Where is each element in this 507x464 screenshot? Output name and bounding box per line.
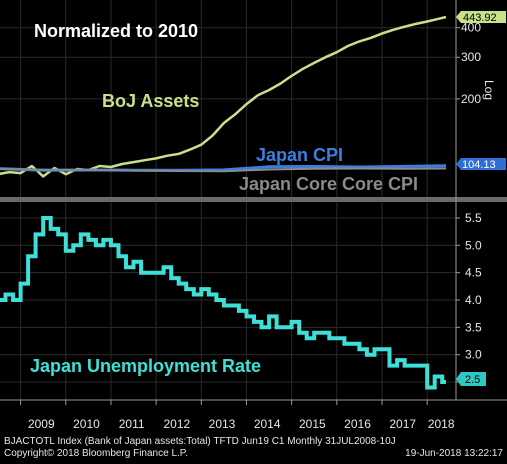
series-label-japan-cpi: Japan CPI (256, 145, 343, 165)
last-value-japan-cpi: 104.13 (462, 159, 496, 171)
last-value-badge-unemployment: 2.5 (456, 372, 486, 386)
last-value-unemployment: 2.5 (465, 374, 480, 386)
ytick-label-bottom-3: 3.0 (465, 348, 482, 362)
xtick-label-2014: 2014 (254, 417, 281, 431)
ytick-label-top-300: 300 (461, 50, 481, 64)
ytick-label-bottom-3.5: 3.5 (465, 320, 482, 334)
footer-line-1: BJACTOTL Index (Bank of Japan assets:Tot… (4, 436, 396, 447)
xtick-label-2009: 2009 (28, 417, 55, 431)
series-line-japan-core-core-cpi (0, 167, 447, 173)
series-label-japan-core-core-cpi: Japan Core Core CPI (239, 174, 418, 194)
ytick-label-bottom-5: 5.0 (465, 238, 482, 252)
ytick-label-bottom-4.5: 4.5 (465, 266, 482, 280)
grid (0, 0, 456, 400)
ytick-label-top-400: 400 (461, 21, 481, 35)
log-scale-label: Log (482, 80, 496, 100)
chart-title: Normalized to 2010 (34, 21, 198, 41)
ytick-label-top-200: 200 (461, 92, 481, 106)
xtick-label-2011: 2011 (119, 417, 145, 431)
series-layer (0, 15, 447, 390)
xtick-label-2015: 2015 (299, 417, 326, 431)
xtick-label-2013: 2013 (209, 417, 236, 431)
footer-timestamp: 19-Jun-2018 13:22:17 (405, 448, 503, 459)
last-value-badge-boj-assets: 443.92 (456, 11, 506, 24)
series-line-japan-unemployment-rate (0, 216, 446, 390)
footer-copyright: Copyright© 2018 Bloomberg Finance L.P. (4, 448, 188, 459)
axes: 200 300 400 3.0 3.5 4.0 4.5 5.0 5.5 2009 2010 2011 2… (0, 0, 507, 431)
xtick-label-2017: 2017 (389, 417, 416, 431)
xtick-label-2016: 2016 (344, 417, 371, 431)
ytick-label-bottom-5.5: 5.5 (465, 211, 482, 225)
last-value-badge-japan-cpi: 104.13 (456, 158, 506, 171)
xtick-label-2012: 2012 (163, 417, 190, 431)
series-label-unemployment: Japan Unemployment Rate (30, 356, 261, 376)
xtick-label-2018: 2018 (428, 417, 455, 431)
panel-separator (0, 197, 507, 202)
series-label-boj-assets: BoJ Assets (102, 91, 199, 111)
xtick-label-2010: 2010 (73, 417, 100, 431)
last-value-boj-assets: 443.92 (463, 12, 497, 24)
ytick-label-bottom-4: 4.0 (465, 293, 482, 307)
